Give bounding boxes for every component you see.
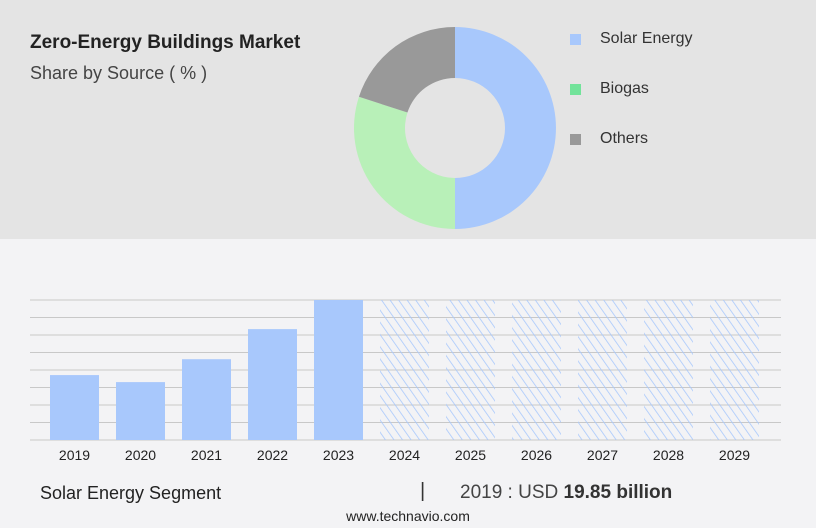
x-tick-label: 2029 <box>719 447 750 463</box>
bar-forecast-2028 <box>644 300 693 440</box>
chart-subtitle: Share by Source ( % ) <box>30 63 208 83</box>
legend-item: Others <box>570 114 693 164</box>
legend-item: Biogas <box>570 64 693 114</box>
segment-label: Solar Energy Segment <box>40 483 222 503</box>
website-link[interactable]: www.technavio.com <box>346 508 470 524</box>
bar-2019 <box>50 375 99 440</box>
legend-swatch <box>570 33 581 45</box>
x-tick-label: 2027 <box>587 447 618 463</box>
x-tick-label: 2026 <box>521 447 552 463</box>
bar-2023 <box>314 300 363 440</box>
x-tick-label: 2028 <box>653 447 684 463</box>
x-tick-label: 2021 <box>191 447 222 463</box>
segment-value: 2019 : USD 19.85 billion <box>460 482 672 504</box>
bar-forecast-2025 <box>446 300 495 440</box>
donut-slice-biogas <box>353 96 455 230</box>
bar-forecast-2026 <box>512 300 561 440</box>
bar-2021 <box>182 359 231 440</box>
legend-swatch <box>570 83 581 95</box>
bar-series <box>50 300 759 440</box>
bar-2022 <box>248 329 297 440</box>
donut-chart <box>353 27 556 230</box>
bar-forecast-2029 <box>710 300 759 440</box>
x-tick-label: 2019 <box>59 447 90 463</box>
year-label: 2019 : USD <box>460 482 559 503</box>
x-tick-label: 2022 <box>257 447 288 463</box>
x-tick-label: 2020 <box>125 447 156 463</box>
legend: Solar Energy Biogas Others <box>570 14 693 164</box>
legend-label: Others <box>600 130 649 147</box>
donut-slice-others <box>358 27 455 113</box>
x-axis-labels: 2019 2020 2021 2022 2023 2024 2025 2026 2027 2028… <box>59 447 750 463</box>
x-tick-label: 2023 <box>323 447 354 463</box>
legend-item: Solar Energy <box>570 14 693 64</box>
chart-title: Zero-Energy Buildings Market <box>30 32 301 53</box>
value-text: 19.85 billion <box>563 482 673 503</box>
separator: | <box>420 480 426 502</box>
bar-forecast-2027 <box>578 300 627 440</box>
legend-label: Solar Energy <box>600 30 693 47</box>
donut-slice-solar-energy <box>455 27 556 229</box>
bar-2020 <box>116 382 165 440</box>
legend-label: Biogas <box>600 80 649 97</box>
bar-forecast-2024 <box>380 300 429 440</box>
x-tick-label: 2024 <box>389 447 420 463</box>
legend-swatch <box>570 133 581 145</box>
x-tick-label: 2025 <box>455 447 486 463</box>
